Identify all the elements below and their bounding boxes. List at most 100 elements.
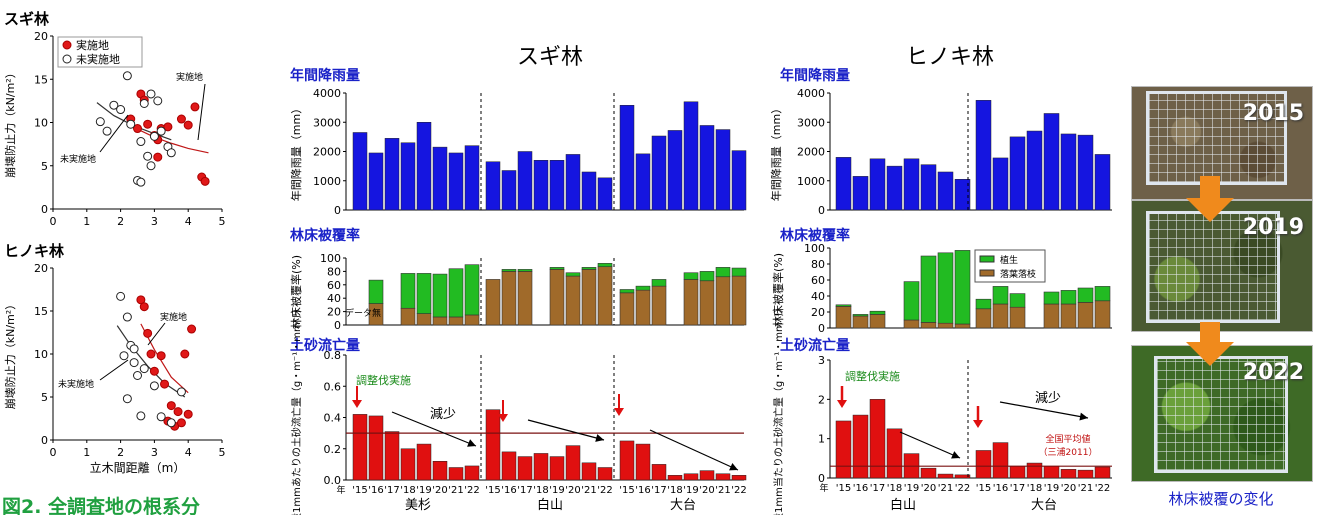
x-tick-label: '22 [597,485,612,496]
bar-vegetation [869,310,886,315]
thinning-arrowhead [837,400,847,408]
bar-sediment [368,415,384,481]
bar-rainfall [954,179,971,211]
bar-vegetation [852,314,869,317]
bar-vegetation [975,298,992,310]
bar-rainfall [667,130,683,211]
sugi-sed-y-tick-label: 0.0 [324,474,342,487]
bar-series [835,100,1111,211]
cover-legend-box [974,249,1046,283]
site-label: 大台 [670,498,696,513]
x-tick-label: '19 [904,483,919,494]
x-tick-label: '18 [1027,483,1042,494]
bar-sediment [1009,465,1026,479]
point-treated [160,379,170,389]
y-axis-label: 崩壊防止力（kN/m²） [3,299,17,409]
bar-sediment [581,462,597,481]
bar-litter [937,322,954,329]
bar-rainfall [1009,136,1026,211]
x-tick-label: 2 [117,215,124,228]
bar-sediment [1077,469,1094,479]
hinoki-rain-y-tick-label: 1000 [797,175,825,188]
sugi-cover-y-tick-label: 0 [334,319,341,332]
x-tick-label: 5 [219,446,226,459]
bar-rainfall [683,101,699,211]
bar-rainfall [920,164,937,211]
bar-sediment [635,443,651,481]
bar-vegetation [1009,293,1026,308]
x-tick-label: '22 [731,485,746,496]
national-average-label: 全国平均値 [1045,433,1090,445]
hinoki-cover-y-tick-label: 20 [811,306,825,319]
bar-rainfall [597,177,613,211]
hinoki-cover-y-tick-label: 40 [811,290,825,303]
bar-vegetation [400,273,416,309]
bar-sediment [464,465,480,481]
bar-rainfall [448,152,464,211]
bar-litter [683,279,699,326]
x-tick-label: 0 [50,215,57,228]
x-tick-label: '21 [581,485,596,496]
thinning-label: 調整伐実施 [356,373,411,387]
bar-sediment [501,451,517,481]
bar-litter [1094,300,1111,329]
sediment-heading: 土砂流亡量 [780,337,850,354]
scatter-y-tick-label: 20 [34,262,48,275]
point-untreated [129,344,139,354]
hinoki-rain-y-tick-label: 3000 [797,116,825,129]
hinoki-panels: ヒノキ林年間降雨量01000200030004000年間降雨量（mm）林床被覆率… [769,45,1112,515]
point-untreated [122,71,132,81]
bar-rainfall [517,151,533,211]
bar-sediment [1026,462,1043,479]
bar-vegetation [683,272,699,280]
x-axis-label: 立木間距離（m） [90,460,186,475]
decrease-arrow [899,431,961,459]
bar-sediment [485,409,501,481]
bar-sediment [1060,469,1077,479]
bar-litter [1060,303,1077,329]
bar-vegetation [597,263,613,268]
x-tick-label: '18 [533,485,548,496]
bar-vegetation [619,289,635,294]
bar-rainfall [1094,154,1111,211]
bar-litter [416,313,432,326]
legend-item: 実施地 [76,38,109,52]
x-tick-label: '15 [485,485,500,496]
point-treated [173,407,183,417]
sugi-sed-y-tick-label: 0.4 [324,412,342,425]
bar-sediment [1094,466,1111,479]
bar-litter [992,303,1009,329]
panel-title: スギ林 [4,10,50,28]
bar-vegetation [992,286,1009,305]
bar-vegetation [937,252,954,324]
x-tick-label: '20 [921,483,936,494]
point-untreated [136,137,146,147]
point-untreated [116,291,126,301]
point-untreated [129,358,139,368]
x-tick-label: '21 [1078,483,1093,494]
hinoki-cover-y-tick-label: 80 [811,258,825,271]
point-treated [156,351,166,361]
legend-marker [62,54,72,64]
legend-item: 未実施地 [76,52,120,66]
hinoki-title: ヒノキ林 [906,45,994,70]
bar-sediment [683,473,699,481]
scatter-y-tick-label: 10 [34,348,48,361]
bar-vegetation [549,267,565,270]
point-untreated [116,105,126,115]
bar-sediment [992,442,1009,479]
photo-sequence-arrowhead [1186,342,1234,366]
bar-litter [920,322,937,329]
bar-vegetation [635,285,651,291]
bar-vegetation [731,267,747,277]
bar-vegetation [501,269,517,272]
bar-sediment [954,474,971,479]
x-prefix: 年 [819,482,828,494]
bar-series [368,263,747,326]
sugi-cover-y-tick-label: 100 [320,252,341,265]
point-treated [153,152,163,162]
photo-year-label: 2019 [1242,215,1304,240]
x-tick-label: '19 [549,485,564,496]
